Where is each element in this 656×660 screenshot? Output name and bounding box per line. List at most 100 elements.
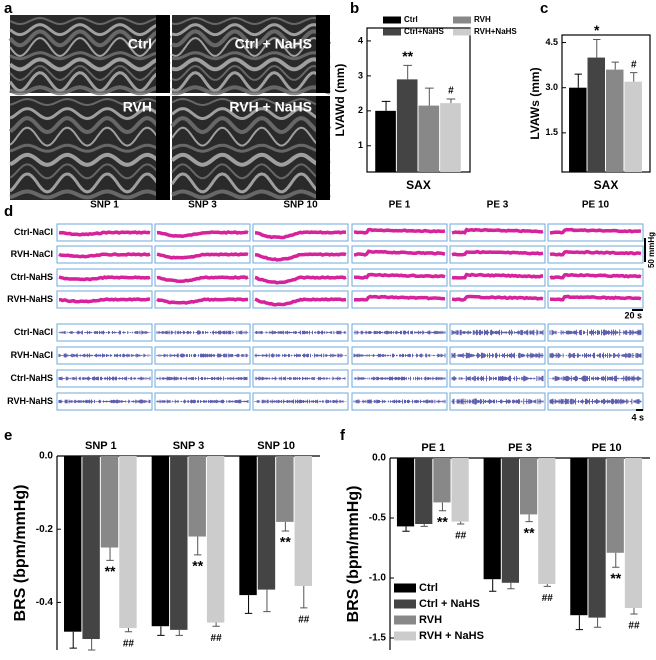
legend-label: RVH (419, 614, 442, 626)
significance-mark: ** (610, 570, 621, 586)
echo-texture (171, 189, 331, 200)
error-bar (402, 526, 410, 532)
category-label: SNP 1 (85, 440, 117, 452)
bar (170, 456, 188, 630)
significance-mark: # (448, 86, 454, 97)
bar (151, 456, 170, 627)
legend-label: RVH + NaHS (419, 630, 484, 642)
nerve-trace (353, 330, 446, 335)
bar (119, 456, 137, 629)
bar (501, 458, 519, 583)
pressure-trace (549, 272, 642, 280)
bar (606, 458, 624, 553)
pressure-trace (254, 297, 347, 307)
y-tick-label: 4 (358, 35, 363, 45)
legend-swatch (394, 583, 416, 593)
legend-label: RVH (474, 15, 491, 24)
legend-swatch (394, 615, 416, 625)
error-bar (507, 582, 515, 590)
echo-texture (171, 126, 331, 147)
echo-texture (9, 16, 171, 26)
echo-texture (8, 29, 172, 48)
significance-mark: ## (542, 593, 554, 604)
echo-texture (9, 152, 171, 167)
echo-texture (9, 64, 171, 82)
pressure-trace (353, 272, 446, 280)
legend-swatch (394, 631, 416, 641)
echo-texture (171, 29, 332, 48)
trace-column-label: SNP 10 (283, 200, 318, 211)
bar (100, 456, 119, 548)
panel-label: b (350, 0, 359, 17)
echo-scale (316, 15, 330, 93)
y-tick-label: 1.5 (545, 127, 558, 137)
bar (82, 456, 100, 640)
y-tick-label: 0.0 (39, 451, 53, 462)
panel-label: c (540, 0, 548, 17)
nerve-trace (353, 353, 446, 358)
trace-box (547, 245, 644, 264)
error-bar (438, 502, 447, 512)
bar (415, 458, 433, 524)
category-label: PE 10 (592, 442, 622, 454)
echo-texture (8, 57, 172, 72)
error-bar (87, 639, 96, 651)
echo-texture (9, 85, 171, 96)
trace-row-label: RVH-NaHS (7, 294, 53, 304)
legend-swatch (383, 28, 401, 36)
panel-label: f (340, 427, 346, 444)
significance-mark: # (631, 59, 637, 70)
bar (570, 458, 588, 616)
error-bar (593, 39, 601, 58)
echo-texture (9, 98, 171, 107)
pressure-trace (156, 275, 249, 284)
pressure-trace (254, 252, 347, 262)
echo-texture (171, 57, 331, 72)
error-bar (300, 585, 308, 609)
y-tick-label: 3 (358, 70, 363, 80)
pressure-trace (353, 227, 446, 235)
error-bar (420, 524, 428, 527)
y-tick-label: -1.5 (369, 633, 387, 644)
bar (239, 456, 257, 596)
bar (206, 456, 225, 623)
category-label: SNP 3 (173, 440, 205, 452)
bar (520, 458, 538, 515)
error-bar (446, 98, 456, 104)
echo-label: Ctrl + NaHS (235, 36, 312, 52)
echo-texture (9, 163, 171, 180)
legend-label: Ctrl+NaHS (404, 27, 444, 36)
trace-column-label: SNP 1 (90, 200, 119, 211)
pressure-trace (549, 249, 642, 257)
echo-texture (171, 51, 331, 61)
echo-label: Ctrl (128, 36, 152, 52)
trace-column-label: SNP 3 (188, 200, 217, 211)
trace-row-label: RVH-NaCl (11, 249, 53, 259)
bar (624, 81, 642, 172)
nerve-trace (156, 376, 248, 381)
pressure-trace (255, 230, 347, 240)
bar (624, 458, 643, 608)
category-label: SAX (594, 178, 619, 192)
pressure-trace (156, 230, 249, 239)
echo-texture (170, 116, 332, 135)
echo-texture (9, 51, 171, 61)
nerve-trace (549, 398, 642, 405)
legend-swatch (394, 599, 416, 609)
nerve-trace (451, 375, 544, 382)
bar (433, 458, 451, 503)
error-bar (630, 72, 638, 82)
bar (440, 103, 461, 172)
bar (276, 456, 294, 522)
error-bar (612, 552, 620, 568)
nerve-trace (254, 399, 347, 404)
error-bar (489, 579, 497, 592)
error-bar (69, 631, 77, 649)
error-bar (424, 87, 434, 106)
legend-label: RVH+NaHS (474, 27, 517, 36)
significance-mark: ## (298, 615, 310, 626)
scale-label: 50 mmHg (647, 232, 656, 268)
panel-label: d (4, 203, 13, 220)
y-tick-label: -0.2 (36, 524, 54, 535)
